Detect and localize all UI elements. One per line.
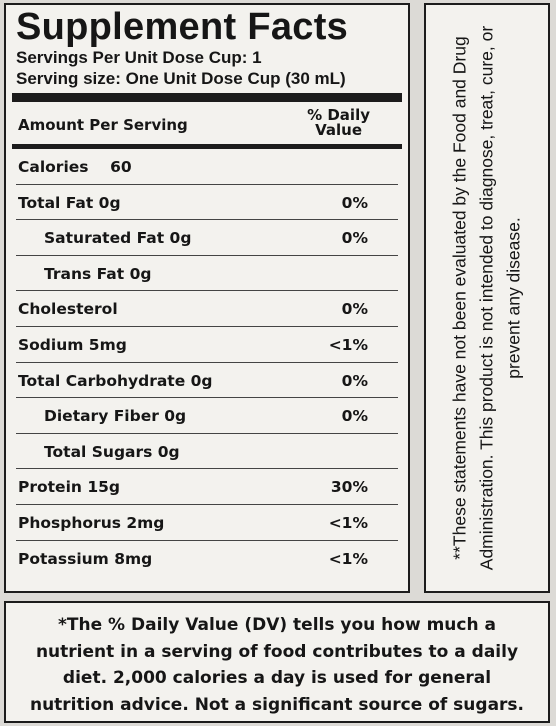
- daily-value-footnote-panel: *The % Daily Value (DV) tells you how mu…: [4, 601, 550, 723]
- nutrient-name: Phosphorus 2mg: [18, 513, 165, 532]
- nutrient-dv: <1%: [328, 335, 368, 354]
- nutrient-row-total-carbohydrate: Total Carbohydrate 0g 0%: [16, 363, 398, 399]
- servings-per-container: Servings Per Unit Dose Cup: 1: [16, 48, 262, 67]
- nutrient-row-trans-fat: Trans Fat 0g: [16, 256, 398, 292]
- nutrient-dv: 0%: [341, 229, 368, 248]
- column-header: Amount Per Serving % Daily Value: [16, 102, 398, 144]
- fda-disclaimer-panel: **These statements have not been evaluat…: [424, 3, 550, 593]
- nutrient-row-saturated-fat: Saturated Fat 0g 0%: [16, 220, 398, 256]
- nutrient-row-dietary-fiber: Dietary Fiber 0g 0%: [16, 398, 398, 434]
- nutrient-row-protein: Protein 15g 30%: [16, 469, 398, 505]
- nutrient-name: Dietary Fiber 0g: [44, 407, 187, 426]
- daily-value-footnote: *The % Daily Value (DV) tells you how mu…: [29, 615, 525, 715]
- nutrient-name: Trans Fat 0g: [44, 264, 152, 283]
- nutrient-name: Total Carbohydrate 0g: [18, 371, 213, 390]
- calories-value: 60: [110, 158, 132, 176]
- nutrient-dv: 0%: [341, 407, 368, 426]
- supplement-facts-panel: Supplement Facts Servings Per Unit Dose …: [4, 3, 410, 593]
- nutrient-dv: 0%: [341, 371, 368, 390]
- panel-title: Supplement Facts: [16, 6, 349, 48]
- nutrient-dv: 0%: [341, 193, 368, 212]
- nutrient-name: Calories 60: [18, 158, 132, 176]
- nutrient-dv: <1%: [328, 549, 368, 568]
- nutrient-rows: Calories 60 Total Fat 0g 0% Saturated Fa…: [16, 149, 398, 576]
- nutrient-row-sodium: Sodium 5mg <1%: [16, 327, 398, 363]
- daily-value-header-line1: % Daily: [307, 106, 370, 124]
- nutrient-name: Total Fat 0g: [18, 193, 121, 212]
- nutrient-name: Protein 15g: [18, 478, 120, 497]
- daily-value-header-line2: Value: [315, 121, 362, 139]
- nutrient-name: Cholesterol: [18, 300, 118, 319]
- medium-divider: [12, 144, 402, 149]
- nutrient-row-phosphorus: Phosphorus 2mg <1%: [16, 505, 398, 541]
- nutrient-row-cholesterol: Cholesterol 0%: [16, 291, 398, 327]
- nutrient-dv: 0%: [341, 300, 368, 319]
- nutrient-row-total-sugars: Total Sugars 0g: [16, 434, 398, 470]
- nutrient-dv: 30%: [330, 478, 368, 497]
- nutrient-name: Sodium 5mg: [18, 335, 127, 354]
- nutrient-dv: <1%: [328, 513, 368, 532]
- fda-disclaimer-text: **These statements have not been evaluat…: [449, 25, 524, 571]
- amount-per-serving-label: Amount Per Serving: [18, 116, 188, 134]
- daily-value-header: % Daily Value: [307, 108, 370, 138]
- thick-divider: [12, 93, 402, 102]
- serving-size: Serving size: One Unit Dose Cup (30 mL): [16, 69, 346, 88]
- nutrient-row-calories: Calories 60: [16, 149, 398, 185]
- nutrient-row-total-fat: Total Fat 0g 0%: [16, 185, 398, 221]
- nutrient-row-potassium: Potassium 8mg <1%: [16, 541, 398, 577]
- nutrient-name: Total Sugars 0g: [44, 442, 180, 461]
- nutrient-name: Potassium 8mg: [18, 549, 153, 568]
- nutrient-name: Saturated Fat 0g: [44, 229, 192, 248]
